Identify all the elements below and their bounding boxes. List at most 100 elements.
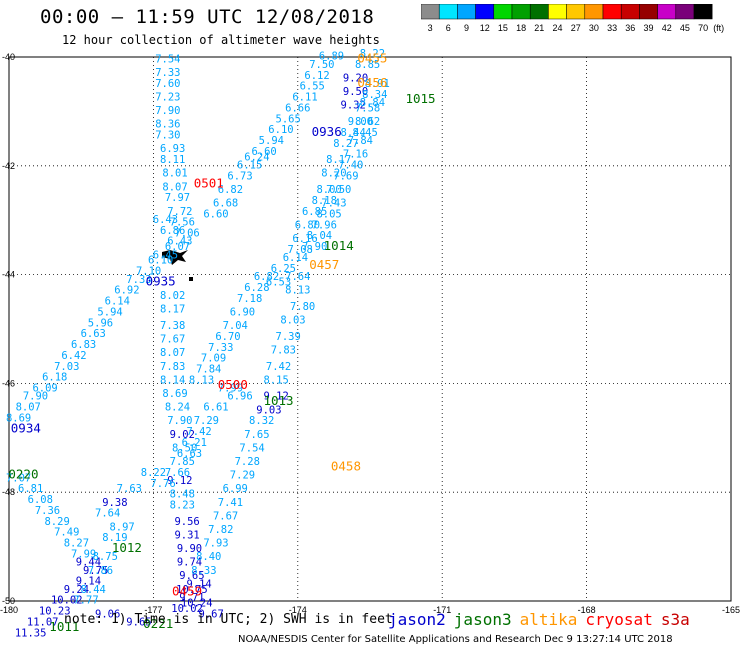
wave-height-label: 7.06 (174, 228, 199, 240)
wave-height-label: 8.45 (353, 127, 378, 139)
wave-height-label: 7.36 (35, 505, 60, 517)
wave-height-label: 8.04 (307, 230, 332, 242)
x-tick-label: -171 (433, 605, 451, 615)
wave-height-label: 7.72 (167, 206, 192, 218)
wave-height-label: 8.69 (6, 412, 31, 424)
legend-jason2: jason2 (388, 610, 446, 629)
wave-height-label: 8.44 (341, 127, 366, 139)
pass-time-label: 0935 (146, 273, 176, 288)
wave-height-label: 7.60 (155, 78, 180, 90)
wave-height-label: 6.10 (148, 255, 173, 267)
color-scale-tick: 27 (571, 23, 581, 33)
wave-height-label: 8.23 (170, 500, 195, 512)
y-tick-label: -46 (2, 378, 15, 388)
pass-time-label: 0221 (143, 616, 173, 631)
wave-height-label: 9.32 (341, 100, 366, 112)
wave-height-label: 7.42 (266, 361, 291, 373)
wave-height-label: 8.44 (81, 584, 106, 596)
color-scale-tick: 45 (680, 23, 690, 33)
wave-height-label: 7.93 (203, 538, 228, 550)
wave-height-label: 8.75 (93, 551, 118, 563)
wave-height-label: 7.41 (218, 497, 243, 509)
wave-height-label: 7.28 (235, 456, 260, 468)
wave-height-label: 7.76 (150, 478, 175, 490)
satellite-legend: jason2 jason3 altika cryosat s3a (388, 610, 698, 629)
wave-height-label: 5.94 (97, 306, 122, 318)
wave-height-label: 8.62 (355, 116, 380, 128)
wave-height-label: 8.91 (365, 78, 390, 90)
pass-time-label: 0501 (194, 176, 224, 191)
wave-height-label: 9.20 (343, 72, 368, 84)
wave-height-label: 6.25 (271, 263, 296, 275)
wave-height-label: 8.13 (189, 374, 214, 386)
wave-height-label: 7.33 (208, 342, 233, 354)
wave-height-label: 8.17 (160, 304, 185, 316)
wave-height-label: 7.58 (355, 102, 380, 114)
color-scale-tick: 6 (446, 23, 451, 33)
wave-height-label: 9.74 (177, 557, 202, 569)
wave-height-label: 7.63 (117, 483, 142, 495)
wave-height-label: 8.07 (160, 347, 185, 359)
pass-time-label: 1015 (405, 91, 435, 106)
x-tick-label: -174 (289, 605, 307, 615)
wave-height-label: 9.44 (76, 557, 101, 569)
wave-height-label: 8.11 (160, 154, 185, 166)
color-scale-tick: 36 (625, 23, 635, 33)
wave-height-label: 6.15 (237, 160, 262, 172)
wave-height-label: 9.03 (256, 404, 281, 416)
wave-height-label: 6.21 (182, 437, 207, 449)
pass-time-label: 0220 (8, 467, 38, 482)
y-tick-label: -40 (2, 52, 15, 62)
wave-height-label: 7.42 (186, 426, 211, 438)
wave-height-label: 8.07 (162, 181, 187, 193)
wave-height-label: 9.75 (83, 565, 108, 577)
wave-height-label: 6.61 (203, 402, 228, 414)
map-frame (8, 56, 732, 602)
x-tick-label: -165 (722, 605, 740, 615)
wave-height-label: 7.33 (155, 67, 180, 79)
wave-height-label: 10.75 (176, 584, 208, 596)
wave-height-label: 7.29 (230, 470, 255, 482)
wave-height-label: 6.10 (268, 124, 293, 136)
wave-height-label: 11.35 (15, 627, 47, 639)
x-tick-label: -177 (144, 605, 162, 615)
wave-height-label: 7.84 (196, 364, 221, 376)
wave-height-label: 6.14 (105, 296, 130, 308)
wave-height-label: 9.06 (95, 608, 120, 620)
wave-height-label: 10.02 (51, 595, 83, 607)
wave-height-label: 8.05 (316, 208, 341, 220)
units-note: note: 1) Time is in UTC; 2) SWH is in fe… (64, 612, 393, 627)
wave-height-label: 7.86 (88, 565, 113, 577)
color-scale-tick: 70 (698, 23, 708, 33)
wave-height-label: 7.23 (155, 92, 180, 104)
island-shape (162, 250, 188, 265)
wave-height-label: 10.23 (39, 606, 71, 618)
wave-height-label: 7.65 (244, 429, 269, 441)
wave-height-label: 6.63 (177, 448, 202, 460)
wave-height-label: 6.89 (319, 51, 344, 63)
wave-height-label: 8.34 (362, 89, 387, 101)
wave-height-label: 7.49 (54, 527, 79, 539)
y-tick-label: -48 (2, 487, 15, 497)
wave-height-label: 8.17 (326, 154, 351, 166)
wave-height-label: 8.85 (355, 59, 380, 71)
wave-height-label: 8.03 (280, 315, 305, 327)
wave-height-label: 9.24 (64, 584, 89, 596)
wave-height-label: 6.86 (160, 225, 185, 237)
wave-height-label: 8.36 (155, 119, 180, 131)
wave-height-label: 7.97 (165, 192, 190, 204)
legend-jason3: jason3 (453, 610, 512, 629)
pass-time-label: 1014 (324, 238, 354, 253)
wave-height-label: 9.14 (76, 576, 101, 588)
wave-height-label: 8.14 (160, 374, 185, 386)
wave-height-label: 7.99 (218, 383, 243, 395)
wave-height-label: 7.77 (73, 595, 98, 607)
wave-height-label: 5.65 (276, 113, 301, 125)
wave-height-label: 8.50 (172, 442, 197, 454)
wave-height-label: 8.32 (249, 415, 274, 427)
wave-height-label: 9.56 (174, 516, 199, 528)
wave-height-label: 9.65 (179, 570, 204, 582)
wave-height-label: 9.65 (126, 616, 151, 628)
wave-height-label: 7.04 (223, 320, 248, 332)
